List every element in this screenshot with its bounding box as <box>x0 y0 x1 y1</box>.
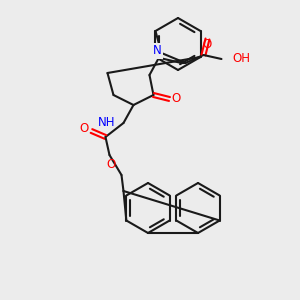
Text: NH: NH <box>98 116 116 130</box>
Text: O: O <box>80 122 89 136</box>
Text: O: O <box>107 158 116 172</box>
Text: OH: OH <box>232 52 250 65</box>
Text: O: O <box>172 92 181 106</box>
Text: N: N <box>153 44 162 58</box>
Text: O: O <box>203 38 212 50</box>
